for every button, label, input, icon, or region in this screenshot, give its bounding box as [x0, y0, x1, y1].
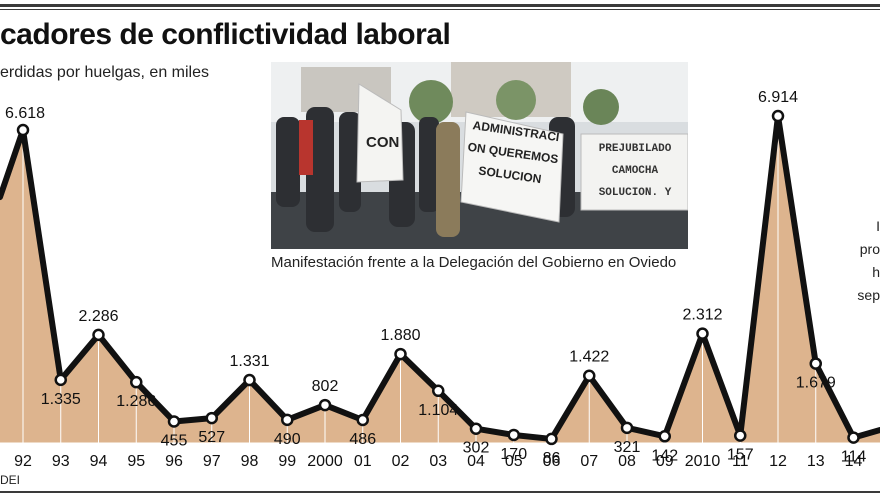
source-credit: DEI [0, 473, 21, 487]
chart-point [356, 413, 369, 427]
chart-point [243, 373, 256, 387]
chart-data-label: 455 [161, 432, 188, 449]
chart-data-label: 2.312 [682, 307, 722, 324]
chart-point [54, 373, 67, 387]
chart-x-tick-label: 11 [732, 453, 749, 470]
chart-point [318, 398, 332, 412]
chart-point [771, 109, 785, 123]
chart-data-label: 802 [312, 378, 339, 395]
chart-data-label: 486 [349, 431, 376, 448]
chart-data-label: 321 [614, 439, 641, 456]
chart-data-label: 1.679 [796, 375, 836, 392]
chart-point [205, 411, 218, 425]
chart-point [432, 384, 445, 398]
chart-point [847, 431, 860, 444]
chart-point [545, 432, 558, 446]
chart-x-tick-label: 12 [769, 453, 787, 470]
chart-x-tick-label: 92 [14, 453, 32, 470]
chart-x-tick-label: 02 [392, 453, 410, 470]
chart-data-label: 6.618 [5, 105, 45, 122]
side-note-line: h [872, 264, 880, 280]
protest-photo: CON ADMINISTRACION QUEREMOS SOLUCION PRE… [271, 62, 688, 249]
chart-data-label: 1.286 [116, 393, 156, 410]
chart-point [92, 328, 105, 342]
chart-data-label: 157 [727, 447, 754, 464]
chart-x-tick-label: 93 [52, 453, 70, 470]
chart-point [394, 347, 407, 361]
chart-x-tick-label: 99 [278, 453, 296, 470]
chart-tick-layer [0, 116, 880, 445]
chart-area-layer [0, 116, 880, 443]
chart-data-label: 2.286 [78, 308, 118, 325]
chart-x-tick-label: 04 [467, 453, 485, 470]
chart-data-label: 302 [463, 440, 490, 457]
side-note-line: I [876, 218, 880, 234]
chart-x-tick-label: 07 [580, 453, 598, 470]
chart-point [281, 413, 294, 427]
chart-x-tick-label: 09 [656, 453, 674, 470]
chart-point [507, 428, 520, 442]
chart-xtick-layer: 92 93 94 95 96 97 98 99 2000 01 02 03 04 05 06 07 08 09 20… [14, 453, 862, 470]
chart-data-label: 1.880 [380, 327, 420, 344]
top-rule [0, 4, 880, 7]
chart-x-tick-label: 95 [127, 453, 145, 470]
chart-subtitle: erdidas por huelgas, en miles [0, 64, 210, 81]
chart-x-tick-label: 98 [241, 453, 259, 470]
chart-point [583, 369, 596, 382]
banner-text-3: PREJUBILADO CAMOCHA SOLUCION. Y [598, 143, 672, 199]
chart-x-tick-label: 2010 [685, 453, 721, 470]
chart-point-layer [16, 109, 860, 446]
chart-data-label: 1.104 [418, 402, 458, 419]
chart-data-label: 527 [198, 429, 225, 446]
photo-caption: Manifestación frente a la Delegación del… [271, 254, 677, 271]
chart-x-tick-label: 06 [543, 453, 561, 470]
chart-data-label: 6.914 [758, 89, 798, 106]
side-note-line: sep [857, 287, 880, 303]
protest-photo-illustration: CON ADMINISTRACION QUEREMOS SOLUCION PRE… [271, 62, 688, 249]
side-note-line: pro [859, 241, 880, 257]
page-title: cadores de conflictividad laboral [0, 18, 451, 51]
chart-x-tick-label: 13 [807, 453, 825, 470]
chart-label-layer: 6.618 1.335 2.286 1.286 455 527 1.331 490 802 486… [5, 89, 866, 467]
banner-text-2: ADMINISTRACION QUEREMOS SOLUCION [467, 120, 559, 187]
chart-area-fill [0, 116, 880, 443]
chart-data-label: 114 [841, 449, 867, 466]
chart-data-label: 1.422 [569, 349, 609, 366]
chart-x-tick-label: 01 [354, 453, 372, 470]
chart-data-label: 1.331 [229, 353, 269, 370]
chart-x-tick-label: 2000 [307, 453, 343, 470]
chart-data-label: 86 [543, 450, 561, 467]
chart-x-tick-label: 14 [845, 453, 863, 470]
chart-x-tick-label: 05 [505, 453, 523, 470]
chart-point [696, 327, 709, 340]
chart-x-tick-label: 94 [90, 453, 108, 470]
chart-point [130, 375, 143, 389]
chart-data-label: 142 [651, 447, 678, 464]
chart-point [620, 421, 634, 435]
chart-x-tick-label: 03 [429, 453, 447, 470]
banner-text-1: CON [366, 134, 399, 151]
chart-point [167, 415, 181, 428]
top-rule-thin [0, 9, 880, 10]
side-note: I pro h sep [840, 215, 880, 307]
chart-point [16, 123, 30, 137]
chart-x-tick-label: 96 [165, 453, 183, 470]
chart-x-tick-label: 08 [618, 453, 636, 470]
chart-point [809, 357, 822, 370]
chart-x-tick-label: 97 [203, 453, 221, 470]
chart-point [469, 422, 483, 435]
chart-data-label: 170 [500, 446, 527, 463]
chart-point [658, 430, 671, 443]
chart-data-label: 490 [274, 431, 301, 448]
chart-point [734, 429, 747, 442]
bottom-rule [0, 491, 880, 493]
chart-data-label: 1.335 [41, 391, 81, 408]
